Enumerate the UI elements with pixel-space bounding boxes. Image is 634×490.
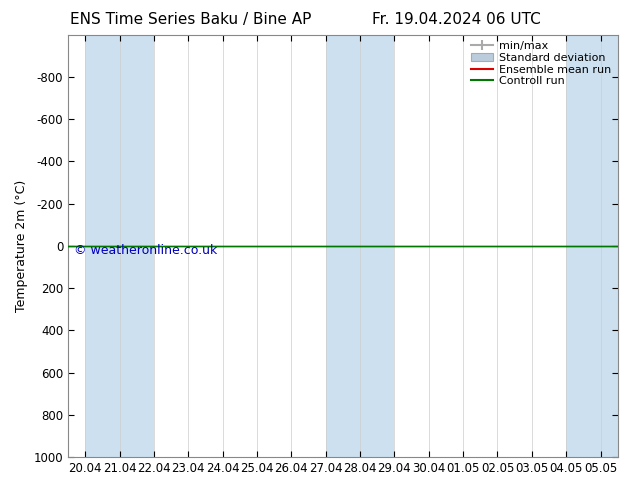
Text: © weatheronline.co.uk: © weatheronline.co.uk	[74, 244, 217, 257]
Bar	[326, 35, 394, 457]
Bar	[566, 35, 618, 457]
Text: ENS Time Series Baku / Bine AP: ENS Time Series Baku / Bine AP	[70, 12, 311, 27]
Y-axis label: Temperature 2m (°C): Temperature 2m (°C)	[15, 180, 28, 312]
Bar	[85, 35, 154, 457]
Text: Fr. 19.04.2024 06 UTC: Fr. 19.04.2024 06 UTC	[372, 12, 541, 27]
Legend: min/max, Standard deviation, Ensemble mean run, Controll run: min/max, Standard deviation, Ensemble me…	[468, 38, 614, 90]
